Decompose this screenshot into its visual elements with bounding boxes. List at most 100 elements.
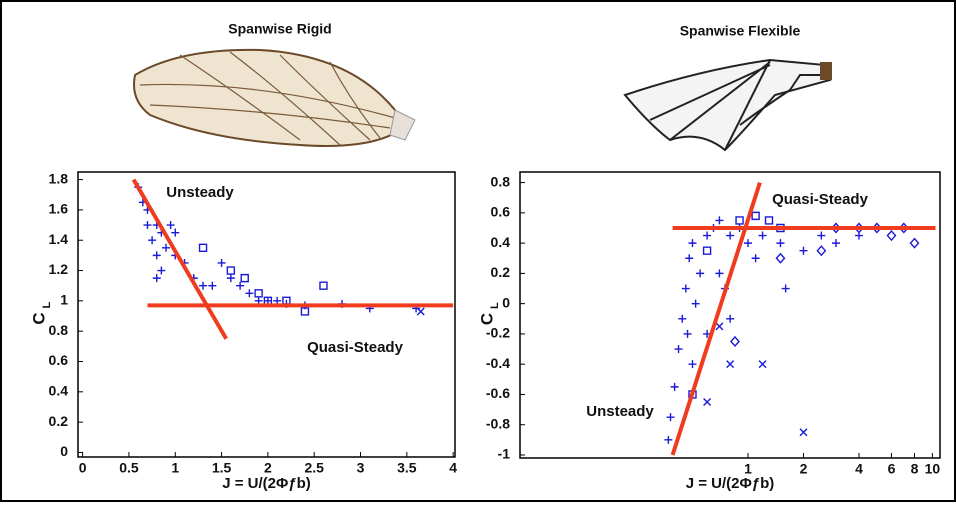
flexible-wing <box>623 58 832 152</box>
data-point <box>685 254 694 263</box>
y-tick-label: -0.4 <box>486 355 510 371</box>
data-point <box>161 243 170 252</box>
data-point <box>148 236 157 245</box>
data-point <box>666 413 675 422</box>
x-tick-label: 2 <box>264 460 272 476</box>
y-axis-label: CL <box>477 302 500 325</box>
x-tick-label: 8 <box>911 461 919 477</box>
y-tick-label: -0.6 <box>486 385 510 401</box>
data-point <box>799 246 808 255</box>
data-point <box>226 274 235 283</box>
y-tick-label: 1.8 <box>49 170 69 186</box>
data-point <box>171 228 180 237</box>
data-point <box>670 382 679 391</box>
annotation: Quasi-Steady <box>772 191 869 208</box>
data-point <box>715 216 724 225</box>
data-point <box>775 252 786 264</box>
plot-area <box>519 171 941 459</box>
data-point <box>416 307 425 316</box>
data-point <box>758 360 767 369</box>
data-point <box>726 231 735 240</box>
annotation: Unsteady <box>166 184 234 201</box>
data-point <box>300 307 310 316</box>
y-tick-label: 0 <box>502 294 510 310</box>
x-tick-label: 1 <box>744 461 752 477</box>
y-axis-label-subscript: L <box>489 302 501 309</box>
data-point <box>245 289 254 298</box>
x-tick-label: 0.5 <box>119 460 139 476</box>
data-point <box>886 230 897 242</box>
data-point <box>730 335 740 348</box>
data-point <box>751 254 760 263</box>
y-axis-label-main: C <box>29 312 48 324</box>
data-point <box>743 239 752 248</box>
y-tick-label: 0.2 <box>49 413 69 429</box>
data-point <box>776 239 785 248</box>
x-axis-label: J = U/(2Φƒb) <box>686 475 775 492</box>
y-tick-label: 0.4 <box>49 383 69 399</box>
data-point <box>816 245 827 257</box>
annotation: Quasi-Steady <box>307 339 404 356</box>
data-point <box>683 329 692 338</box>
data-point <box>166 221 175 230</box>
data-point <box>152 274 161 283</box>
data-point <box>726 360 735 369</box>
data-point <box>726 314 735 323</box>
y-tick-label: 1 <box>60 292 68 308</box>
data-point <box>157 266 166 275</box>
y-tick-label: -1 <box>498 446 511 462</box>
data-point <box>674 345 683 354</box>
data-point <box>688 239 697 248</box>
plot-area <box>77 171 456 458</box>
data-point <box>781 284 790 293</box>
data-point <box>236 281 245 290</box>
x-tick-label: 4 <box>855 461 863 477</box>
data-point <box>703 398 712 407</box>
y-axis-label-main: C <box>477 313 496 325</box>
data-point <box>909 237 920 249</box>
data-point <box>703 231 712 240</box>
x-tick-label: 6 <box>888 461 896 477</box>
x-tick-label: 0 <box>79 460 87 476</box>
chart: Spanwise Flexible -1 -0.8 -0.6 -0.4 -0.2 0 0.2 0… <box>477 23 941 492</box>
data-point <box>758 231 767 240</box>
fit-line <box>131 178 228 340</box>
data-point <box>831 239 840 248</box>
data-point <box>143 221 152 230</box>
x-tick-label: 10 <box>925 461 941 477</box>
annotation: Unsteady <box>586 403 654 420</box>
chart-title: Spanwise Flexible <box>680 23 801 39</box>
y-tick-label: 0.6 <box>491 204 511 220</box>
data-point <box>681 284 690 293</box>
data-point <box>240 273 249 283</box>
y-tick-label: 1.6 <box>49 201 69 217</box>
data-point <box>751 211 760 221</box>
y-tick-label: 0 <box>60 443 68 459</box>
data-point <box>254 289 263 298</box>
data-point <box>664 435 673 444</box>
y-tick-label: 0.8 <box>49 322 69 338</box>
x-tick-label: 2.5 <box>304 460 324 476</box>
data-point <box>688 360 697 369</box>
data-point <box>799 428 808 437</box>
data-point <box>735 216 744 225</box>
data-point <box>715 322 724 331</box>
data-point <box>152 251 161 260</box>
data-point <box>217 258 226 267</box>
y-tick-label: 0.8 <box>491 173 511 189</box>
data-point <box>696 269 705 278</box>
x-axis-label: J = U/(2Φƒb) <box>222 475 311 492</box>
y-tick-label: 1.2 <box>49 261 69 277</box>
y-tick-label: -0.8 <box>486 415 510 431</box>
y-axis-label-subscript: L <box>41 302 53 309</box>
x-tick-label: 4 <box>449 460 457 476</box>
x-tick-label: 1 <box>171 460 179 476</box>
x-tick-label: 3.5 <box>397 460 417 476</box>
data-point <box>817 231 826 240</box>
y-tick-label: 0.2 <box>491 264 511 280</box>
x-tick-label: 2 <box>800 461 808 477</box>
y-tick-label: 1.4 <box>49 231 69 247</box>
data-point <box>691 299 700 308</box>
